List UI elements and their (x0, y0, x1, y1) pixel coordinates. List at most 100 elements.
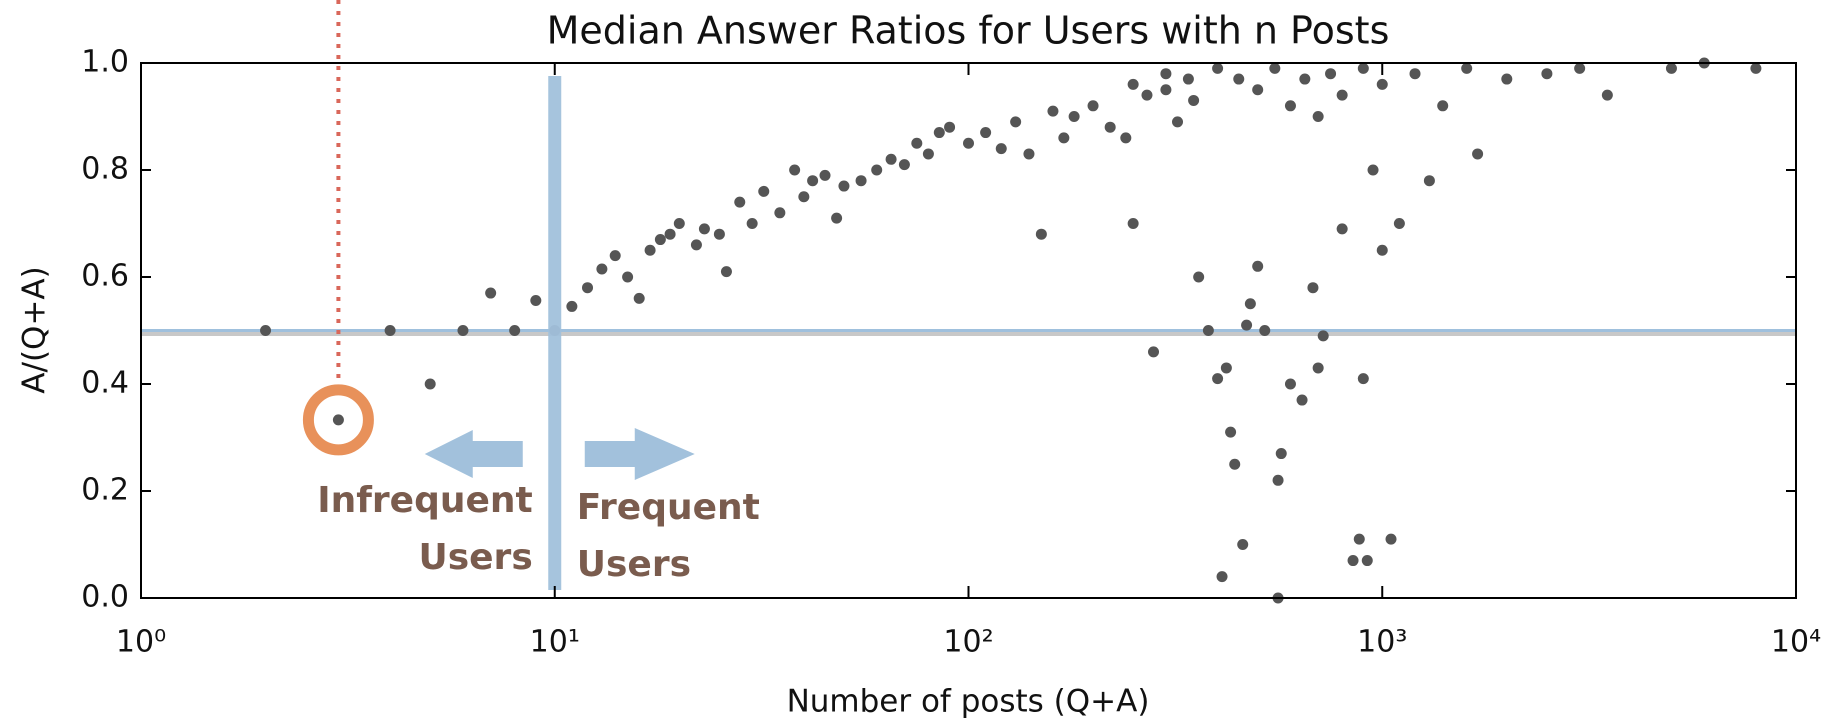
point (1023, 148, 1035, 160)
point (963, 137, 974, 149)
point (1501, 73, 1513, 85)
point (1212, 373, 1224, 385)
point (1284, 100, 1296, 112)
point (774, 207, 786, 219)
point (789, 164, 801, 176)
point (1284, 378, 1296, 390)
point (1275, 448, 1287, 460)
y-tick-label: 0.6 (81, 259, 129, 294)
point (566, 300, 578, 312)
annotation: Users (418, 537, 532, 578)
point (1127, 218, 1139, 229)
y-tick-label: 1.0 (81, 45, 129, 80)
point (1307, 282, 1319, 294)
point (1241, 319, 1253, 331)
point (1252, 260, 1264, 272)
point (1216, 571, 1228, 583)
point (1160, 68, 1172, 80)
x-tick-label: 10³ (1357, 625, 1407, 660)
arrow-right (584, 428, 695, 480)
point (582, 282, 594, 294)
point (1353, 533, 1365, 545)
point (1296, 394, 1308, 406)
point (1172, 116, 1184, 128)
point (1312, 111, 1324, 122)
point (831, 212, 843, 224)
point (980, 127, 992, 139)
point (898, 159, 910, 171)
point (1269, 62, 1281, 74)
point (1188, 94, 1200, 106)
point (1182, 73, 1194, 85)
chart-title: Median Answer Ratios for Users with n Po… (547, 9, 1390, 53)
point (1104, 121, 1116, 133)
point (798, 191, 810, 203)
x-tick-label: 10² (943, 625, 993, 660)
point (1058, 132, 1070, 144)
point (1541, 68, 1553, 80)
y-tick-label: 0.8 (81, 152, 129, 187)
point (1160, 84, 1172, 96)
point (758, 185, 770, 197)
point (1225, 426, 1237, 438)
point (1035, 228, 1047, 240)
point (1299, 73, 1311, 85)
point (1087, 100, 1099, 112)
point (1336, 89, 1348, 101)
point (1127, 78, 1139, 90)
y-axis-label: A/(Q+A) (17, 266, 53, 393)
point (1472, 148, 1484, 160)
x-tick-label: 10⁴ (1771, 625, 1821, 660)
point (424, 378, 436, 390)
point (690, 239, 702, 251)
point (1409, 68, 1421, 80)
x-tick-label: 10⁰ (116, 625, 166, 660)
y-tick-label: 0.2 (81, 473, 129, 508)
point (332, 414, 344, 426)
point (871, 164, 883, 176)
point (1272, 474, 1284, 486)
point (1750, 62, 1762, 74)
point (838, 180, 850, 192)
point (1148, 346, 1160, 358)
point (633, 292, 645, 304)
point (1220, 362, 1232, 374)
point (1244, 298, 1256, 310)
point (1317, 330, 1329, 342)
arrow-left (424, 430, 523, 478)
point (1325, 68, 1337, 80)
point (1212, 62, 1224, 74)
point (746, 218, 758, 229)
point (944, 121, 956, 133)
point (1229, 458, 1241, 470)
y-tick-label: 0.0 (81, 580, 129, 615)
point (995, 143, 1007, 155)
point (1376, 244, 1388, 256)
point (922, 148, 934, 160)
point (1376, 78, 1388, 90)
point (1336, 223, 1348, 235)
point (1385, 533, 1397, 545)
point (596, 263, 608, 275)
point (933, 127, 945, 139)
point (1357, 373, 1369, 385)
point (673, 218, 685, 229)
point (1361, 555, 1373, 567)
annotation: Users (577, 544, 691, 585)
point (1193, 271, 1205, 283)
point (1461, 62, 1473, 74)
point (1252, 84, 1264, 96)
point (807, 175, 819, 187)
point (1141, 89, 1153, 101)
highlight-circle (302, 384, 374, 456)
point (1393, 218, 1405, 229)
annotation: Infrequent (317, 480, 533, 521)
point (855, 175, 867, 187)
point (530, 295, 542, 307)
y-tick-label: 0.4 (81, 366, 129, 401)
point (1047, 105, 1059, 117)
annotation: Frequent (577, 487, 760, 528)
point (1202, 325, 1214, 336)
x-tick-label: 10¹ (530, 625, 580, 660)
